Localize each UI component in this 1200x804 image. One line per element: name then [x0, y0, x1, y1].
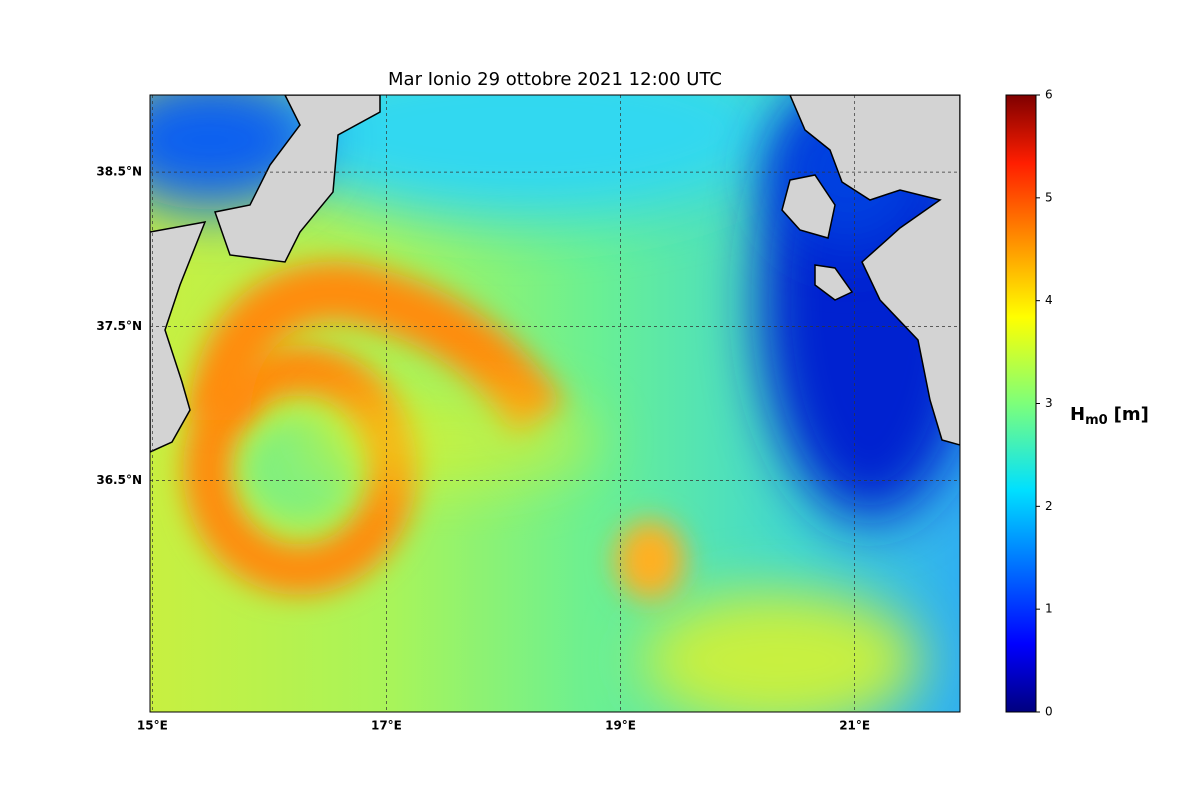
y-tick-label: 36.5°N: [96, 473, 142, 487]
colorbar: [1005, 94, 1037, 713]
wave-field: [150, 95, 960, 712]
colorbar-tick-label: 1: [1045, 602, 1053, 616]
colorbar-tick-label: 2: [1045, 499, 1053, 513]
colorbar-tick-label: 5: [1045, 190, 1053, 204]
land: [150, 95, 960, 453]
colorbar-tick-label: 6: [1045, 88, 1053, 102]
map-title: Mar Ionio 29 ottobre 2021 12:00 UTC: [388, 69, 722, 90]
y-tick-label: 37.5°N: [96, 319, 142, 333]
colorbar-tick-label: 3: [1045, 396, 1053, 410]
colorbar-tick-label: 0: [1045, 705, 1053, 719]
label-subscript: m0: [1085, 413, 1108, 428]
plot-frame: [149, 94, 961, 713]
label-main: H: [1070, 404, 1085, 425]
y-tick-label: 38.5°N: [96, 165, 142, 179]
x-tick-label: 21°E: [839, 719, 870, 733]
x-tick-label: 19°E: [605, 719, 636, 733]
grid: [150, 95, 960, 712]
colorbar-label: Hm0 [m]: [1070, 404, 1149, 428]
colorbar-tick-label: 4: [1045, 293, 1053, 307]
x-tick-label: 17°E: [371, 719, 402, 733]
label-unit: [m]: [1114, 404, 1149, 425]
x-tick-label: 15°E: [137, 719, 168, 733]
